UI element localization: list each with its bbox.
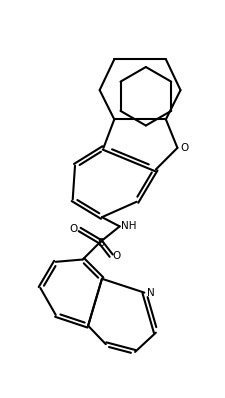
Text: N: N [146,288,154,298]
Text: S: S [97,238,104,248]
Text: NH: NH [121,221,136,231]
Text: O: O [180,143,188,153]
Text: O: O [70,224,78,234]
Text: O: O [112,251,120,261]
